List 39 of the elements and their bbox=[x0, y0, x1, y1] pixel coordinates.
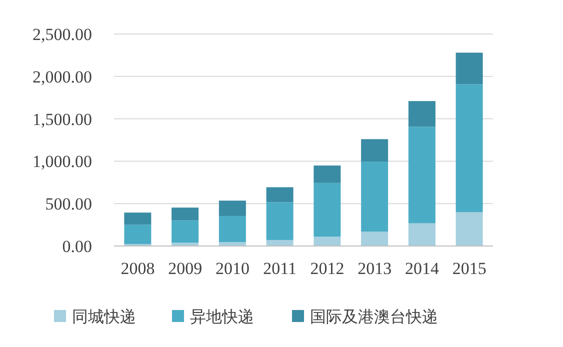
bar bbox=[172, 242, 199, 246]
x-tick-label: 2014 bbox=[404, 259, 440, 278]
y-tick-label: 1,000.00 bbox=[32, 152, 92, 172]
x-tick-label: 2009 bbox=[168, 259, 202, 278]
bar bbox=[314, 182, 341, 237]
x-tick-label: 2008 bbox=[120, 259, 155, 278]
bar bbox=[266, 187, 294, 202]
bar bbox=[172, 208, 199, 220]
bar bbox=[456, 212, 483, 246]
bar bbox=[408, 126, 436, 224]
bar bbox=[124, 212, 152, 225]
x-tick-label: 2013 bbox=[358, 259, 392, 278]
bar bbox=[361, 139, 388, 162]
bar bbox=[361, 162, 388, 232]
y-tick-label: 2,500.00 bbox=[32, 25, 92, 44]
bar bbox=[408, 101, 436, 127]
bar bbox=[172, 220, 199, 243]
bar bbox=[314, 236, 341, 246]
y-tick-label: 0.00 bbox=[62, 237, 92, 256]
y-tick-label: 500.00 bbox=[45, 194, 92, 214]
y-tick-label: 1,500.00 bbox=[32, 110, 92, 129]
bar bbox=[361, 232, 388, 246]
x-tick-label: 2012 bbox=[310, 259, 344, 278]
bar bbox=[408, 223, 436, 246]
bar bbox=[218, 200, 246, 216]
bar bbox=[124, 224, 152, 244]
bar bbox=[456, 52, 483, 84]
bar bbox=[314, 166, 341, 183]
x-tick-label: 2011 bbox=[263, 259, 296, 278]
bar bbox=[456, 84, 483, 212]
x-tick-label: 2015 bbox=[452, 259, 486, 278]
bar bbox=[218, 216, 246, 242]
x-tick-label: 2010 bbox=[215, 259, 250, 278]
legend-label: 国际及港澳台快递 bbox=[310, 308, 438, 326]
bar bbox=[266, 240, 294, 246]
legend-label: 同城快递 bbox=[72, 308, 136, 326]
legend-label: 异地快递 bbox=[190, 308, 254, 326]
y-tick-label: 2,000.00 bbox=[32, 67, 92, 86]
bar bbox=[266, 202, 294, 240]
